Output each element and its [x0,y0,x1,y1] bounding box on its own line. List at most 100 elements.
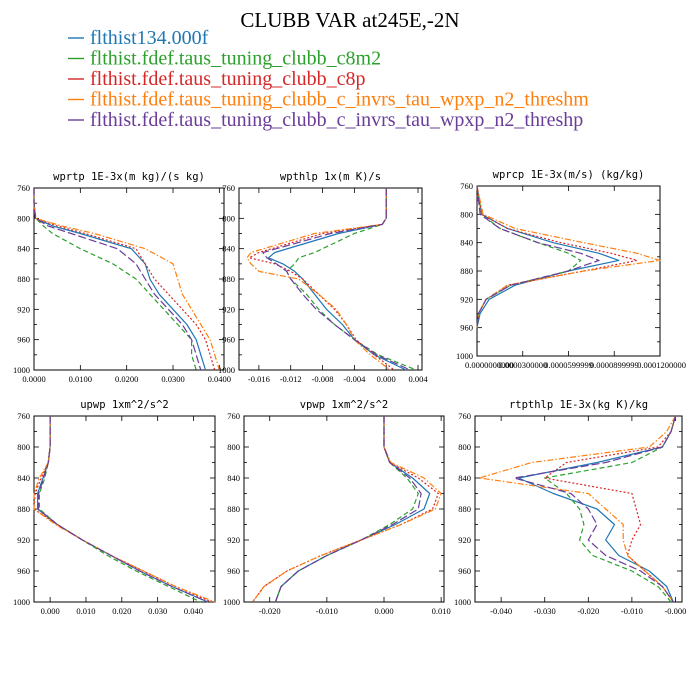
y-tick-label: 760 [17,183,30,193]
y-tick-label: 960 [460,323,473,333]
y-tick-label: 1000 [454,597,471,607]
panel-4: upwp 1xm^2/s^2 760 800 840 880 920 960 1000 0.00… [13,399,216,616]
x-tick-label: 0.004 [408,374,428,384]
x-tick-label: 0.000 [377,374,396,384]
y-tick-label: 920 [227,535,240,545]
x-tick-label: 0.0000300000 [498,360,547,370]
series-line-2 [38,416,201,603]
series-line-5 [37,416,209,603]
y-tick-label: 800 [460,209,473,219]
y-tick-label: 760 [17,411,30,421]
series-line-4 [33,188,220,371]
legend-label: flthist.fdef.taus_tuning_clubb_c_invrs_t… [90,89,589,111]
legend-entry: flthist.fdef.taus_tuning_clubb_c8m2 [68,48,381,70]
series-line-5 [262,188,411,371]
series-line-1 [274,416,431,603]
series-line-4 [478,415,677,603]
y-tick-label: 800 [17,442,30,452]
panel-title: wpthlp 1x(m K)/s [280,171,381,183]
x-tick-label: -0.020 [577,606,599,616]
x-tick-label: 0.0000899999 [590,360,639,370]
legend-entry: flthist.fdef.taus_tuning_clubb_c8p [68,68,366,90]
series-line-5 [476,185,600,328]
legend-label: flthist.fdef.taus_tuning_clubb_c_invrs_t… [90,109,583,131]
x-tick-label: -0.008 [312,374,334,384]
y-tick-label: 920 [458,535,471,545]
series-line-5 [513,415,677,603]
x-tick-label: 0.0001200000 [637,360,686,370]
y-tick-label: 880 [458,504,471,514]
panel-6: rtpthlp 1E-3x(kg K)/kg 760 800 840 880 920 960… [454,399,686,616]
y-tick-label: 840 [460,238,473,248]
y-tick-label: 840 [17,244,30,254]
legend-entry: flthist.fdef.taus_tuning_clubb_c_invrs_t… [68,89,589,111]
y-tick-label: 840 [222,244,235,254]
x-tick-label: 0.0000 [22,374,45,384]
panel-title: wprcp 1E-3x(m/s) (kg/kg) [493,169,645,181]
x-tick-label: 0.010 [76,606,95,616]
series-line-1 [36,416,209,603]
panel-title: upwp 1xm^2/s^2 [80,399,169,411]
y-tick-label: 960 [17,566,30,576]
panel-2: wpthlp 1x(m K)/s 760 800 840 880 920 960 1000 -0… [218,171,428,384]
x-tick-label: -0.016 [248,374,270,384]
panel-5: vpwp 1xm^2/s^2 760 800 840 880 920 960 1000 -0.0… [223,399,451,616]
y-tick-label: 920 [17,535,30,545]
series-line-3 [544,415,677,603]
panels: wprtp 1E-3x(m kg)/(s kg) 760 800 840 880 920 9… [13,169,686,616]
x-tick-label: 0.0100 [69,374,92,384]
series-line-5 [33,188,202,371]
y-tick-label: 1000 [13,597,30,607]
y-tick-label: 800 [227,442,240,452]
y-tick-label: 840 [227,473,240,483]
x-tick-label: 0.000 [41,606,60,616]
y-tick-label: 840 [458,473,471,483]
y-tick-label: 800 [222,213,235,223]
y-tick-label: 760 [460,181,473,191]
y-tick-label: 800 [17,213,30,223]
x-tick-label: 0.010 [432,606,451,616]
series-line-3 [33,416,212,603]
legend-label: flthist.fdef.taus_tuning_clubb_c8m2 [90,48,381,70]
x-tick-label: 0.0400 [208,374,231,384]
series-line-1 [33,188,207,371]
plot-frame [243,415,445,603]
y-tick-label: 880 [222,274,235,284]
x-tick-label: -0.004 [343,374,366,384]
y-tick-label: 960 [222,335,235,345]
x-tick-label: -0.040 [490,606,512,616]
series-line-2 [476,185,582,328]
panel-title: wprtp 1E-3x(m kg)/(s kg) [53,171,205,183]
y-tick-label: 880 [17,504,30,514]
x-tick-label: 0.0000000000 [465,360,514,370]
y-tick-label: 880 [227,504,240,514]
series-line-2 [544,415,677,603]
y-tick-label: 880 [17,274,30,284]
x-tick-label: -0.000 [664,606,686,616]
x-tick-label: -0.020 [259,606,281,616]
x-tick-label: 0.0200 [115,374,138,384]
x-tick-label: 0.040 [184,606,203,616]
y-tick-label: 800 [458,442,471,452]
legend-label: flthist134.000f [90,27,209,49]
series-line-2 [286,188,417,371]
x-tick-label: 0.0000599999 [544,360,593,370]
series-line-3 [476,185,638,328]
series-line-2 [33,188,197,371]
y-tick-label: 1000 [223,597,240,607]
x-tick-label: -0.010 [621,606,643,616]
y-tick-label: 1000 [218,365,235,375]
y-tick-label: 840 [17,473,30,483]
y-tick-label: 1000 [13,365,30,375]
y-tick-label: 1000 [456,351,473,361]
legend-label: flthist.fdef.taus_tuning_clubb_c8p [90,68,366,90]
series-line-4 [33,416,216,603]
x-tick-label: -0.010 [316,606,338,616]
series-line-3 [33,188,216,371]
series-line-4 [246,188,391,371]
plot-frame [33,187,225,371]
x-tick-label: -0.012 [280,374,302,384]
panel-1: wprtp 1E-3x(m kg)/(s kg) 760 800 840 880 920 9… [13,171,231,384]
series-line-3 [248,188,395,371]
